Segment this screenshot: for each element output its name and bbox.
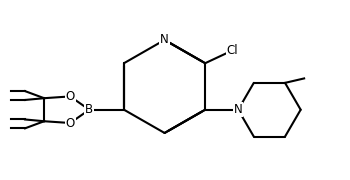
Text: N: N <box>160 33 169 46</box>
Text: Cl: Cl <box>226 44 238 57</box>
Text: B: B <box>85 103 93 116</box>
Text: O: O <box>65 116 75 129</box>
Text: N: N <box>234 103 243 116</box>
Text: O: O <box>65 90 75 103</box>
